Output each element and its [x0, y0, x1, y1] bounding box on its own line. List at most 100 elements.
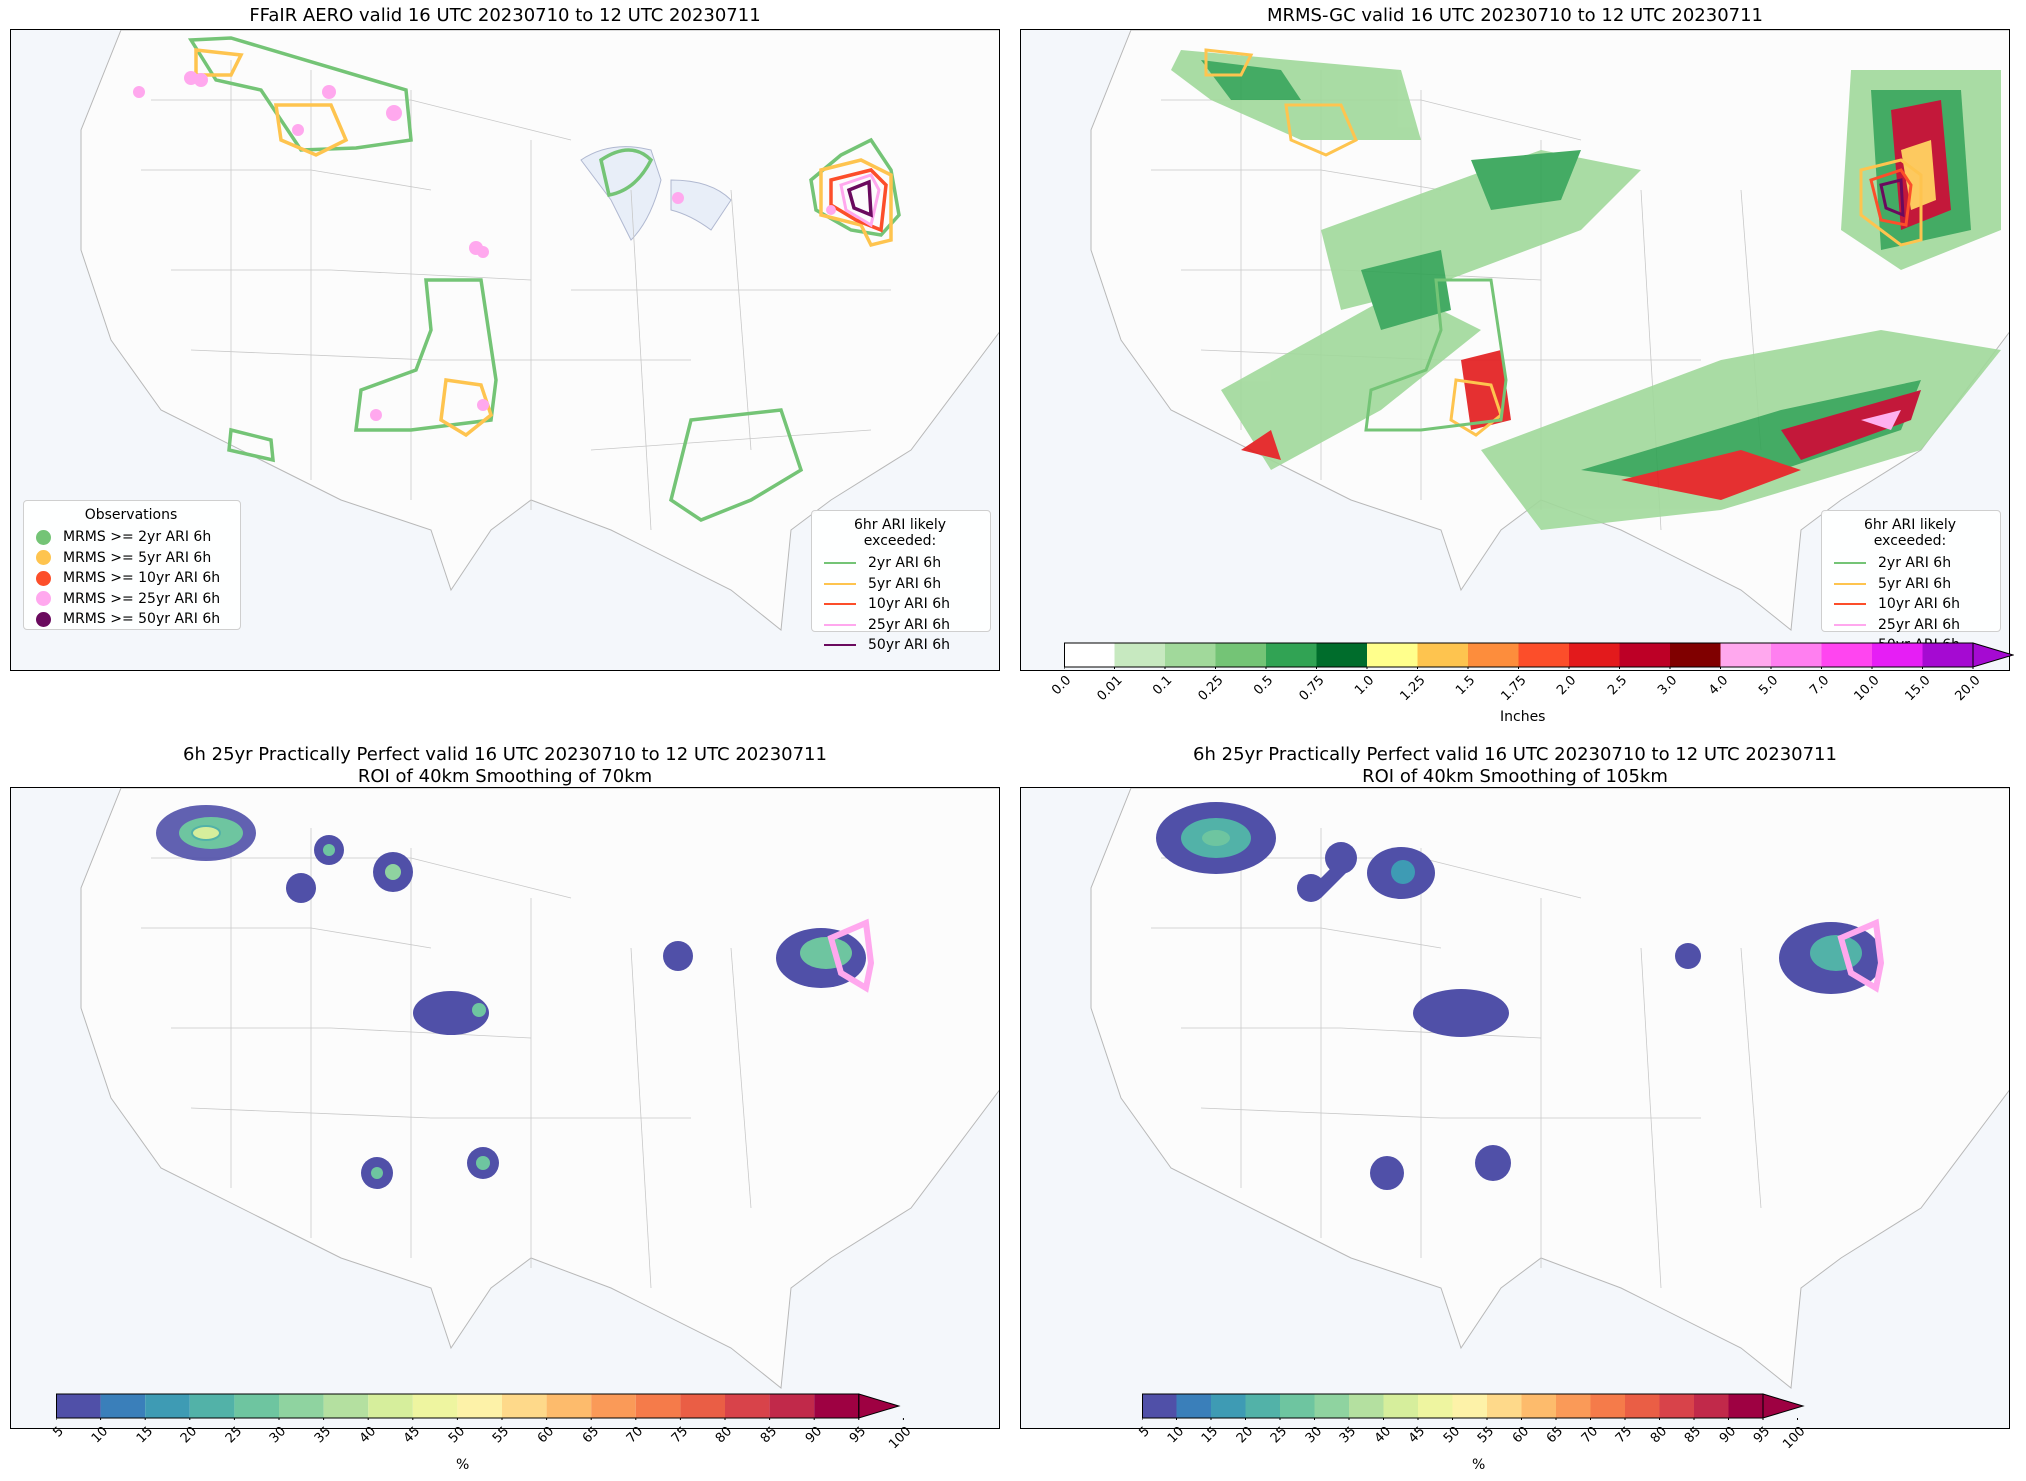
panel-title-ffair: FFaIR AERO valid 16 UTC 20230710 to 12 U…: [249, 5, 761, 26]
colorbar-tick-label: 70: [624, 1424, 647, 1447]
colorbar-tick-label: 55: [1475, 1424, 1498, 1447]
colorbar-segment: [1922, 643, 1973, 667]
panel-title-pp70-line2: ROI of 40km Smoothing of 70km: [357, 766, 653, 787]
colorbar-segment: [1211, 1394, 1246, 1418]
legend-row: MRMS >= 25yr ARI 6h: [32, 589, 230, 610]
colorbar-tick-label: 50: [445, 1424, 469, 1447]
legend-swatch: [1834, 582, 1866, 585]
legend-row: 5yr ARI 6h: [1830, 574, 1990, 595]
legend-swatch: [36, 591, 51, 607]
colorbar-segment: [368, 1394, 413, 1418]
colorbar-tick-label: 0.1: [1150, 673, 1176, 699]
legend-row: 25yr ARI 6h: [1830, 615, 1990, 636]
colorbar-tick-label: 60: [534, 1424, 558, 1447]
colorbar-segment: [189, 1394, 235, 1418]
legend-row: 2yr ARI 6h: [820, 553, 980, 574]
colorbar-tick-label: 65: [1544, 1424, 1567, 1447]
colorbar-segment: [546, 1394, 592, 1418]
colorbar-segment: [1728, 1394, 1763, 1418]
colorbar-tick-label: 10: [88, 1424, 112, 1447]
land-shape: [1090, 788, 2009, 1389]
colorbar-tick-label: 45: [401, 1424, 424, 1447]
colorbar-segment: [680, 1394, 725, 1418]
colorbar-tick-label: 75: [668, 1424, 692, 1447]
colorbar-tick-label: 10: [1164, 1424, 1188, 1447]
colorbar-tick-label: 30: [1302, 1424, 1326, 1447]
colorbar-segment: [1245, 1394, 1280, 1418]
colorbar-segment: [502, 1394, 547, 1418]
legend-label: 2yr ARI 6h: [868, 555, 942, 572]
colorbar-segment: [1670, 643, 1721, 667]
colorbar-tick-label: 55: [490, 1424, 513, 1447]
colorbar-segment: [1771, 643, 1822, 667]
colorbar-tick-label: 5.0: [1756, 673, 1782, 699]
obs-25yr-points: [133, 71, 836, 421]
colorbar-segment: [145, 1394, 190, 1418]
colorbar-tick-label: 65: [579, 1424, 602, 1447]
colorbar-tick-label: 35: [1337, 1424, 1360, 1447]
colorbar-pp105-svg: [1142, 1393, 1805, 1420]
panel-title-pp105-line1: 6h 25yr Practically Perfect valid 16 UTC…: [1193, 744, 1837, 765]
colorbar-tick-label: 100: [885, 1424, 915, 1453]
colorbar-tick-label: 4.0: [1705, 673, 1732, 699]
colorbar-pp70: 5 10 15 20 25 30 35 40 45 50 55 60 65 70 75 80 85 90 95 100…: [50, 1392, 956, 1480]
legend-label: MRMS >= 50yr ARI 6h: [63, 611, 221, 628]
legend-label: MRMS >= 5yr ARI 6h: [63, 549, 212, 566]
legend-row: 50yr ARI 6h: [820, 635, 980, 656]
legend-row: MRMS >= 5yr ARI 6h: [32, 548, 230, 569]
colorbar-segment: [1821, 643, 1872, 667]
colorbar-tick-label: 0.75: [1296, 673, 1328, 705]
colorbar-tick-label: 95: [847, 1424, 870, 1447]
legend-swatch: [1834, 603, 1866, 606]
map-canvas-ffair: [80, 30, 999, 631]
colorbar-pp70-unit: %: [456, 1457, 470, 1473]
colorbar-segment: [1165, 643, 1216, 667]
colorbar-segment: [1619, 643, 1670, 667]
colorbar-segment: [1367, 643, 1418, 667]
legend-label: MRMS >= 2yr ARI 6h: [63, 529, 212, 546]
state-borders: [141, 818, 752, 1289]
colorbar-tick-label: 3.0: [1655, 673, 1681, 699]
colorbar-tick-label: 40: [1371, 1424, 1395, 1447]
legend-swatch: [824, 603, 856, 606]
panel-title-pp70: 6h 25yr Practically Perfect valid 16 UTC…: [10, 744, 1000, 788]
colorbar-segment: [1349, 1394, 1384, 1418]
colorbar-extend-arrow: [1972, 642, 2014, 668]
map-pp70: [10, 787, 1000, 1429]
colorbar-segment: [1872, 643, 1923, 667]
panel-title-pp105-line2: ROI of 40km Smoothing of 105km: [1362, 766, 1668, 787]
legend-swatch: [1834, 623, 1866, 626]
colorbar-tick-label: 95: [1751, 1424, 1774, 1447]
colorbar-extend-arrow: [858, 1393, 901, 1419]
ari-overlay-contours: [1204, 48, 1923, 437]
ari-legend-ffair: 6hr ARI likely exceeded: 2yr ARI 6h 5yr A…: [811, 510, 991, 653]
pp-probability-blobs: [1156, 802, 1883, 1190]
colorbar-segment: [1518, 643, 1569, 667]
legend-swatch: [36, 570, 51, 586]
legend-swatch: [824, 562, 856, 565]
colorbar-segment: [412, 1394, 458, 1418]
colorbar-tick-label: 60: [1509, 1424, 1533, 1447]
colorbar-tick-label: 0.5: [1251, 673, 1277, 699]
colorbar-tick-label: 0.01: [1094, 673, 1126, 705]
colorbar-segment: [1176, 1394, 1211, 1418]
legend-row: 10yr ARI 6h: [1830, 594, 1990, 615]
colorbar-segment: [1314, 1394, 1349, 1418]
ari-25yr-contours: [839, 173, 881, 228]
colorbar-segment: [1316, 643, 1367, 667]
colorbar-tick-label: 20.0: [1952, 673, 1984, 705]
colorbar-segment: [1452, 1394, 1487, 1418]
legend-label: 10yr ARI 6h: [868, 596, 950, 613]
colorbar-segment: [56, 1394, 101, 1418]
colorbar-tick-label: 7.0: [1806, 673, 1833, 699]
colorbar-tick-label: 50: [1440, 1424, 1464, 1447]
ari-2yr-contours: [187, 36, 901, 522]
colorbar-segment: [457, 1394, 502, 1418]
colorbar-tick-label: 5: [1136, 1424, 1153, 1441]
colorbar-mrms-svg: [1064, 642, 2014, 669]
colorbar-tick-label: 10.0: [1851, 673, 1883, 705]
colorbar-mrms-unit: Inches: [1500, 709, 1546, 725]
legend-row: 10yr ARI 6h: [820, 594, 980, 615]
panel-title-pp70-line1: 6h 25yr Practically Perfect valid 16 UTC…: [183, 744, 827, 765]
colorbar-segment: [100, 1394, 146, 1418]
